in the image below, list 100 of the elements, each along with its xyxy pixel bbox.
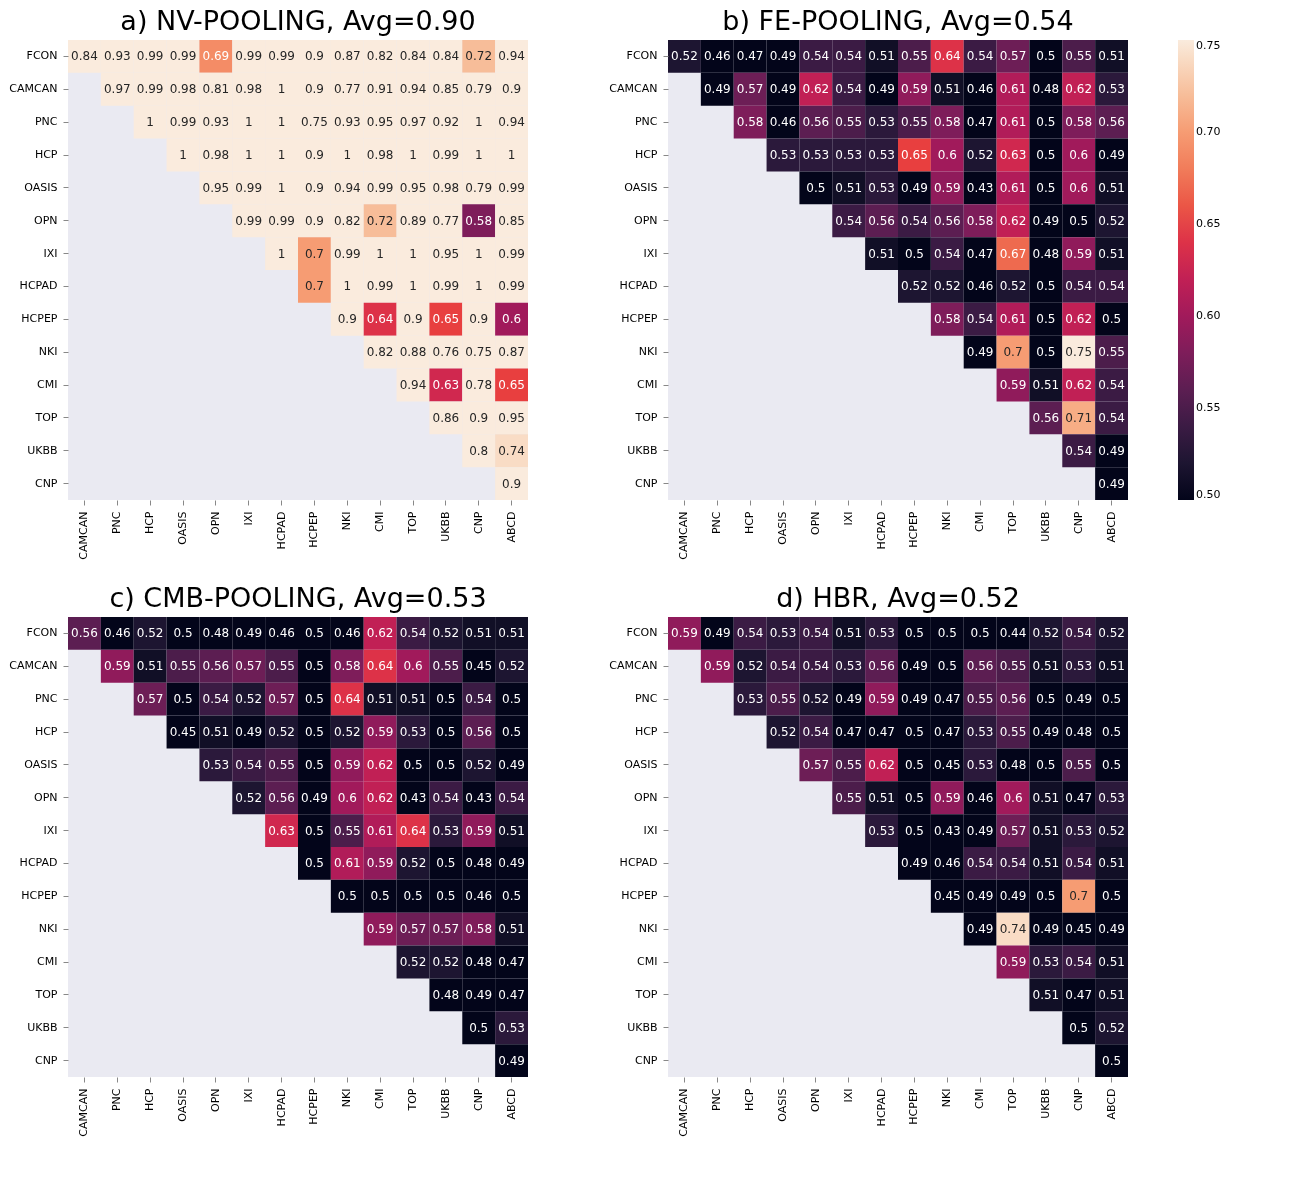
data-label: 0.44	[999, 626, 1027, 641]
data-label: 0.56	[465, 725, 493, 739]
data-label: 0.58	[933, 312, 961, 327]
y-tick-label: CAMCAN	[9, 659, 58, 673]
data-label: 0.71	[1065, 410, 1093, 425]
data-label: 0.52	[1098, 626, 1125, 641]
data-label: 0.51	[1098, 246, 1125, 261]
data-label: 1	[474, 279, 483, 294]
data-label: 1	[277, 180, 286, 195]
data-label: 1	[179, 148, 187, 162]
x-tick-label: HCPEP	[907, 1088, 921, 1125]
data-label: 0.55	[769, 692, 797, 707]
data-label: 0.55	[901, 49, 928, 64]
data-label: 0.53	[769, 148, 797, 162]
data-label: 0.55	[1065, 49, 1093, 64]
color-bar-label: 0.60	[1196, 309, 1221, 322]
x-tick-label: CAMCAN	[77, 1088, 91, 1137]
data-label: 0.54	[465, 692, 493, 707]
data-label: 0.54	[835, 49, 863, 64]
data-label: 0.95	[498, 410, 525, 425]
data-label: 0.57	[268, 692, 295, 707]
data-label: 0.51	[1032, 987, 1060, 1002]
data-label: 0.53	[1098, 790, 1125, 805]
data-label: 0.52	[1098, 823, 1125, 838]
data-label: 0.79	[465, 180, 493, 195]
data-label: 0.48	[202, 626, 230, 641]
y-tick-label: HCPEP	[21, 889, 58, 903]
data-label: 0.52	[1032, 626, 1060, 641]
data-label: 0.51	[835, 180, 863, 195]
data-label: 0.53	[202, 757, 230, 772]
data-label: 0.52	[235, 790, 263, 805]
data-label: 0.47	[498, 987, 525, 1002]
data-label: 0.58	[736, 115, 764, 130]
data-label: 0.49	[498, 856, 525, 871]
y-tick-label: HCPEP	[621, 889, 658, 903]
data-label: 0.54	[432, 790, 460, 805]
data-label: 0.54	[835, 213, 863, 228]
data-label: 0.49	[999, 889, 1027, 904]
y-tick-label: FCON	[626, 626, 658, 640]
x-tick-label: TOP	[406, 511, 419, 535]
data-label: 0.5	[403, 889, 423, 904]
data-label: 0.45	[465, 659, 493, 674]
data-label: 0.72	[465, 49, 493, 64]
data-label: 0.45	[169, 725, 197, 739]
data-label: 0.61	[999, 82, 1027, 97]
data-label: 0.7	[1003, 345, 1023, 360]
y-tick-label: NKI	[38, 922, 58, 936]
y-tick-label: PNC	[634, 692, 658, 706]
data-label: 0.54	[966, 856, 994, 871]
data-label: 0.7	[1069, 889, 1089, 904]
data-label: 0.77	[333, 82, 361, 97]
data-label: 0.45	[1065, 922, 1093, 937]
data-label: 0.52	[333, 725, 361, 739]
data-label: 1	[474, 246, 483, 261]
data-label: 0.84	[71, 49, 98, 64]
color-bar-label: 0.50	[1196, 488, 1221, 501]
data-label: 0.61	[333, 856, 361, 871]
y-tick-label: HCPAD	[19, 856, 58, 870]
data-label: 0.6	[502, 312, 522, 327]
data-label: 0.5	[1102, 889, 1122, 904]
data-label: 0.5	[502, 692, 522, 707]
y-tick-label: UKBB	[27, 443, 58, 457]
data-label: 0.56	[202, 659, 230, 674]
data-label: 0.98	[169, 82, 197, 97]
data-label: 0.46	[268, 626, 295, 641]
data-label: 0.47	[933, 692, 961, 707]
data-label: 0.64	[366, 312, 394, 327]
data-label: 0.95	[202, 180, 230, 195]
x-tick-label: CAMCAN	[677, 511, 691, 560]
data-label: 0.56	[1098, 115, 1125, 130]
data-label: 0.72	[366, 213, 394, 228]
data-label: 0.52	[802, 692, 830, 707]
data-label: 0.99	[432, 148, 460, 162]
data-label: 0.61	[999, 180, 1027, 195]
data-label: 0.65	[432, 312, 460, 327]
y-tick-label: CNP	[634, 1053, 658, 1067]
data-label: 0.5	[502, 889, 522, 904]
y-tick-label: HCP	[34, 148, 58, 161]
data-label: 0.94	[498, 49, 525, 64]
data-label: 1	[343, 148, 352, 162]
x-tick-label: OASIS	[176, 1088, 189, 1122]
data-label: 0.55	[901, 115, 928, 130]
data-label: 0.5	[970, 626, 990, 641]
x-tick-label: ABCD	[1104, 1088, 1118, 1120]
data-label: 0.46	[333, 626, 361, 641]
data-label: 0.51	[1098, 955, 1125, 969]
data-label: 0.52	[136, 626, 164, 641]
data-label: 0.54	[1065, 279, 1093, 294]
data-label: 0.9	[337, 312, 357, 327]
data-label: 0.65	[498, 378, 525, 392]
data-label: 0.64	[366, 659, 394, 674]
data-label: 0.54	[498, 790, 525, 805]
data-label: 0.5	[469, 1020, 489, 1035]
data-label: 0.53	[868, 180, 895, 195]
y-tick-label: HCP	[34, 725, 58, 738]
x-tick-label: ABCD	[504, 511, 518, 543]
data-label: 0.55	[835, 790, 863, 805]
data-label: 0.99	[333, 246, 361, 261]
data-label: 0.59	[999, 378, 1027, 392]
x-tick-label: OPN	[208, 511, 222, 536]
